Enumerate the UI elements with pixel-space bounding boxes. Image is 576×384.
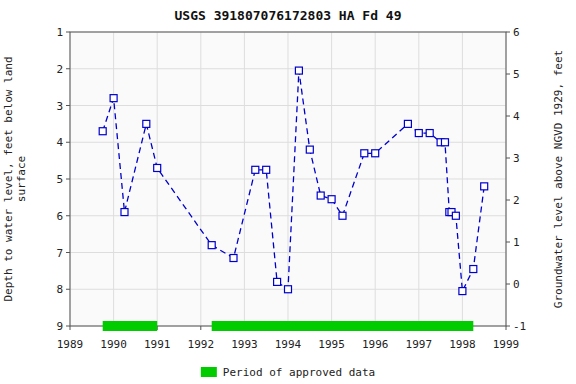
y-tick [66,179,70,180]
x-tick-label: 1989 [57,338,84,351]
point-marker [110,95,117,102]
y2-tick [506,242,510,243]
y2-tick-label: 6 [513,26,520,39]
x-tick [200,326,201,330]
x-tick-label: 1993 [231,338,258,351]
y-axis-label-line: Depth to water level, feet below land [2,56,15,301]
y2-tick [506,74,510,75]
point-marker [252,166,259,173]
point-marker [441,139,448,146]
point-marker [459,288,466,295]
data [99,67,488,295]
x-tick-label: 1995 [318,338,345,351]
grid [70,32,506,326]
point-marker [285,286,292,293]
x-tick-label: 1998 [449,338,476,351]
y2-tick [506,158,510,159]
grid-line [70,215,506,216]
y2-tick-label: 3 [513,152,520,165]
point-marker [274,278,281,285]
approved-period-bar [212,321,474,331]
point-marker [154,164,161,171]
grid-line [70,179,506,180]
axes: 1989 1990 1991 1992 1993 1994 1995 1996 1997 1998… [56,26,526,351]
point-marker [415,130,422,137]
point-marker [470,266,477,273]
point-marker [404,120,411,127]
y2-tick-label: -1 [513,320,526,333]
y-tick-label: 5 [56,173,63,186]
plot-frame [70,32,506,326]
point-marker [263,166,270,173]
approved-period-bar [103,321,158,331]
y-tick-label: 3 [56,100,63,113]
y-tick [66,326,70,327]
x-tick [70,326,71,330]
point-marker [143,120,150,127]
grid-line [70,252,506,253]
y-tick [66,289,70,290]
y-tick-label: 4 [56,136,63,149]
point-marker [452,212,459,219]
point-marker [372,150,379,157]
y-tick [66,252,70,253]
point-marker [339,212,346,219]
point-marker [426,130,433,137]
y2-tick-label: 4 [513,110,520,123]
y2-tick-label: 0 [513,278,520,291]
legend-label: Period of approved data [223,366,375,379]
legend-swatch [201,367,217,377]
point-marker [481,183,488,190]
point-marker [328,196,335,203]
point-marker [208,242,215,249]
legend: Period of approved data [201,366,375,379]
point-marker [121,209,128,216]
point-marker [230,255,237,262]
x-tick-label: 1999 [493,338,520,351]
point-marker [295,67,302,74]
y2-tick [506,116,510,117]
y-tick-label: 7 [56,247,63,260]
y-tick [66,68,70,69]
chart: 1989 1990 1991 1992 1993 1994 1995 1996 1997 1998… [0,0,576,384]
x-tick-label: 1990 [100,338,127,351]
point-marker [361,150,368,157]
y-tick-label: 2 [56,63,63,76]
x-tick-label: 1992 [188,338,215,351]
x-tick [506,326,507,330]
title: USGS 391807076172803 HA Fd 49 [175,8,402,23]
y2-tick [506,284,510,285]
plot-area [70,32,506,326]
y-tick [66,32,70,33]
x-tick-label: 1997 [406,338,433,351]
y-tick-label: 1 [56,26,63,39]
y2-tick [506,32,510,33]
y2-tick [506,326,510,327]
point-marker [306,146,313,153]
y-tick-label: 6 [56,210,63,223]
x-tick-label: 1994 [275,338,302,351]
y-axis-label-line: surface [15,156,28,202]
y-axis-label: Depth to water level, feet below landsur… [2,56,28,301]
grid-line [70,105,506,106]
y2-tick [506,200,510,201]
point-marker [99,128,106,135]
y2-tick-label: 1 [513,236,520,249]
y-tick [66,142,70,143]
series-line [103,71,485,292]
y2-tick-label: 5 [513,68,520,81]
grid-line [70,68,506,69]
y2-tick-label: 2 [513,194,520,207]
y2-axis-label: Groundwater level above NGVD 1929, feet [552,50,565,308]
y-tick-label: 8 [56,283,63,296]
x-tick-label: 1996 [362,338,389,351]
x-tick-label: 1991 [144,338,171,351]
y-tick [66,105,70,106]
approved-periods [103,321,474,331]
point-marker [317,192,324,199]
y-tick [66,215,70,216]
y-tick-label: 9 [56,320,63,333]
